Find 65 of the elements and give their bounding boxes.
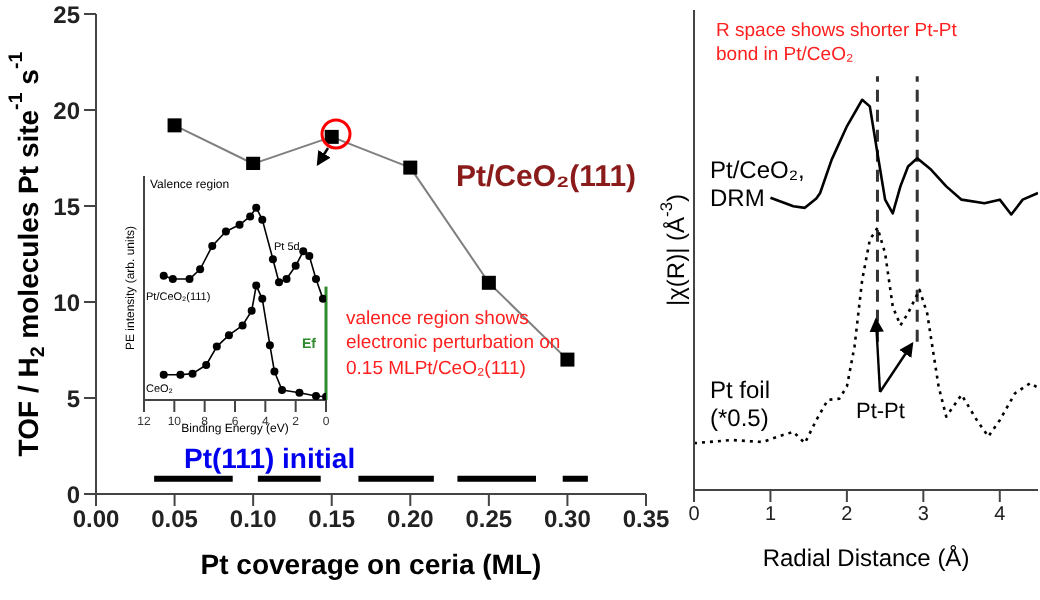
point: [167, 118, 182, 133]
point: [212, 342, 221, 351]
y-tick-label: 25: [53, 0, 81, 29]
x-tick-label: 0.35: [622, 505, 670, 534]
point: [291, 261, 300, 270]
point: [270, 367, 279, 376]
point: [168, 275, 177, 284]
x-tick-label: 4: [994, 504, 1007, 527]
point: [278, 386, 287, 394]
point: [208, 241, 217, 250]
point: [268, 255, 277, 264]
x-axis-title: Radial Distance (Å): [762, 544, 970, 572]
point: [311, 275, 320, 284]
x-tick-label: 0.30: [544, 505, 592, 534]
point: [235, 220, 244, 229]
y-tick-label: 0: [66, 480, 81, 509]
point: [246, 212, 255, 221]
y-tick-label: 10: [53, 288, 81, 317]
x-tick-label: 0.15: [308, 505, 356, 534]
y-tick-label: 15: [53, 192, 81, 221]
x-tick-label: 3: [917, 504, 930, 527]
y-tick-label: 5: [66, 384, 81, 413]
series-label: Pt foil (*0.5): [710, 376, 773, 434]
point: [247, 306, 256, 315]
text: R space shows shorter Pt-Pt bond in Pt/CeO₂: [716, 20, 959, 70]
point: [274, 278, 283, 287]
series-label: Pt/CeO₂, DRM: [710, 156, 807, 214]
series-label: Pt(111) initial: [184, 442, 358, 476]
point: [258, 294, 267, 303]
x-tick-label: 0.05: [151, 505, 199, 534]
point: [176, 370, 185, 379]
point: [560, 352, 575, 367]
point: [252, 281, 261, 290]
point: [188, 369, 197, 378]
point: [265, 341, 274, 350]
point: [159, 271, 168, 280]
point: [258, 215, 267, 224]
series-label: Pt/CeO₂(111): [456, 160, 639, 196]
point: [481, 275, 496, 290]
x-tick-label: 1: [764, 504, 777, 527]
point: [202, 361, 211, 370]
point: [196, 265, 205, 274]
x-tick-label: 0: [688, 504, 701, 527]
point: [252, 203, 261, 212]
point: [238, 321, 247, 330]
point: [185, 275, 194, 284]
y-tick-label: 20: [53, 96, 81, 125]
point: [221, 227, 230, 236]
x-tick-label: 2: [841, 504, 854, 527]
point: [311, 391, 320, 400]
point: [318, 294, 326, 303]
point: [403, 160, 418, 175]
x-tick-label: 0.10: [229, 505, 278, 534]
point: [305, 251, 314, 260]
x-axis-title: Pt coverage on ceria (ML): [200, 548, 542, 580]
point: [299, 247, 308, 256]
point: [295, 388, 304, 397]
x-tick-label: 0.25: [465, 505, 513, 534]
point: [224, 331, 233, 340]
point: [246, 156, 261, 171]
x-tick-label: 0.00: [72, 505, 120, 534]
point: [159, 370, 168, 379]
x-tick-label: 0.20: [386, 505, 435, 534]
annotation: Pt-Pt: [856, 398, 905, 427]
point: [282, 275, 291, 284]
